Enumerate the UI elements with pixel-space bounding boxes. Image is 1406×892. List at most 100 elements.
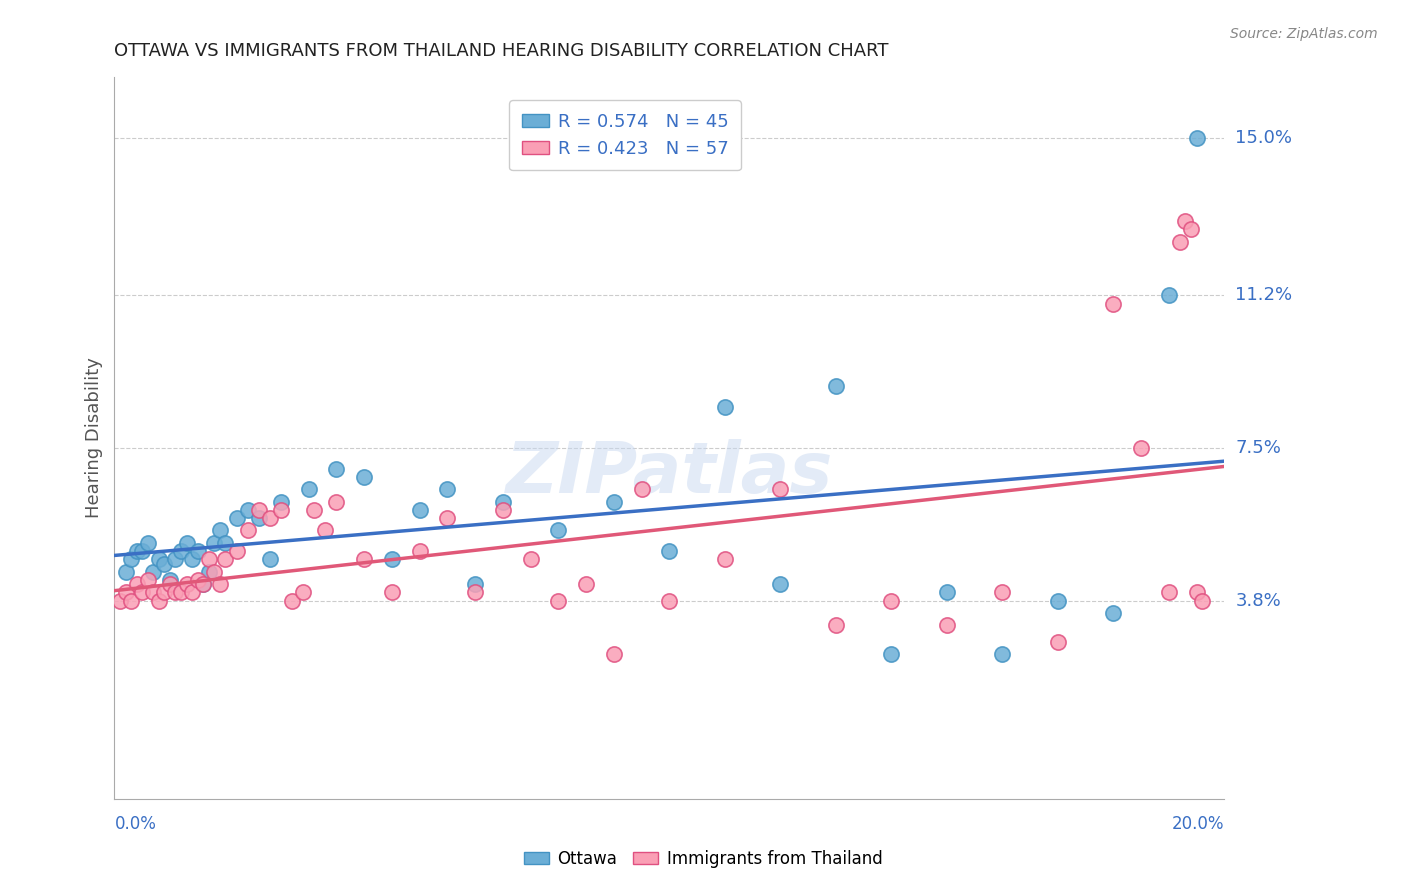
Ottawa [176,536,198,550]
Ottawa [136,536,159,550]
Immigrants from Thailand [208,577,231,591]
Ottawa [1046,593,1069,607]
Immigrants from Thailand [1168,235,1191,249]
Ottawa [170,544,193,558]
Ottawa [825,379,848,393]
Ottawa [236,503,259,517]
Immigrants from Thailand [630,482,652,496]
Ottawa [153,557,176,571]
Immigrants from Thailand [170,585,193,599]
Immigrants from Thailand [381,585,404,599]
Immigrants from Thailand [197,552,219,566]
Ottawa [353,470,375,484]
Text: 15.0%: 15.0% [1236,129,1292,147]
Immigrants from Thailand [292,585,315,599]
Ottawa [202,536,225,550]
Immigrants from Thailand [142,585,165,599]
Ottawa [880,647,903,661]
Ottawa [298,482,321,496]
Ottawa [259,552,281,566]
Ottawa [120,552,142,566]
Immigrants from Thailand [492,503,515,517]
Ottawa [1157,288,1180,302]
Ottawa [464,577,486,591]
Ottawa [492,494,515,508]
Immigrants from Thailand [1174,214,1197,228]
Ottawa [436,482,458,496]
Ottawa [603,494,626,508]
Immigrants from Thailand [214,552,236,566]
Legend: Ottawa, Immigrants from Thailand: Ottawa, Immigrants from Thailand [517,844,889,875]
Immigrants from Thailand [148,593,170,607]
Immigrants from Thailand [259,511,281,525]
Text: ZIPatlas: ZIPatlas [506,439,834,508]
Immigrants from Thailand [1191,593,1213,607]
Immigrants from Thailand [575,577,598,591]
Ottawa [214,536,236,550]
Immigrants from Thailand [1180,222,1202,236]
Immigrants from Thailand [131,585,153,599]
Immigrants from Thailand [314,524,336,538]
Ottawa [408,503,430,517]
Immigrants from Thailand [202,565,225,579]
Immigrants from Thailand [136,573,159,587]
Ottawa [125,544,148,558]
Immigrants from Thailand [108,593,131,607]
Immigrants from Thailand [464,585,486,599]
Immigrants from Thailand [193,577,215,591]
Ottawa [658,544,681,558]
Immigrants from Thailand [281,593,304,607]
Ottawa [197,565,219,579]
Ottawa [148,552,170,566]
Ottawa [1102,606,1125,620]
Immigrants from Thailand [436,511,458,525]
Immigrants from Thailand [225,544,247,558]
Immigrants from Thailand [176,577,198,591]
Immigrants from Thailand [120,593,142,607]
Ottawa [165,552,187,566]
Ottawa [325,461,347,475]
Immigrants from Thailand [302,503,325,517]
Ottawa [159,573,181,587]
Immigrants from Thailand [769,482,792,496]
Ottawa [208,524,231,538]
Immigrants from Thailand [880,593,903,607]
Immigrants from Thailand [547,593,569,607]
Ottawa [187,544,209,558]
Immigrants from Thailand [353,552,375,566]
Immigrants from Thailand [114,585,136,599]
Immigrants from Thailand [1046,635,1069,649]
Immigrants from Thailand [187,573,209,587]
Ottawa [114,565,136,579]
Immigrants from Thailand [1102,296,1125,310]
Text: 0.0%: 0.0% [114,815,156,833]
Ottawa [142,565,165,579]
Immigrants from Thailand [935,618,957,632]
Text: OTTAWA VS IMMIGRANTS FROM THAILAND HEARING DISABILITY CORRELATION CHART: OTTAWA VS IMMIGRANTS FROM THAILAND HEARI… [114,42,889,60]
Immigrants from Thailand [236,524,259,538]
Ottawa [935,585,957,599]
Ottawa [181,552,204,566]
Immigrants from Thailand [1157,585,1180,599]
Ottawa [714,400,737,414]
Text: 20.0%: 20.0% [1171,815,1225,833]
Immigrants from Thailand [714,552,737,566]
Ottawa [193,577,215,591]
Immigrants from Thailand [247,503,270,517]
Immigrants from Thailand [325,494,347,508]
Text: 3.8%: 3.8% [1236,591,1281,609]
Ottawa [991,647,1014,661]
Text: 7.5%: 7.5% [1236,439,1281,457]
Immigrants from Thailand [519,552,541,566]
Ottawa [270,494,292,508]
Ottawa [547,524,569,538]
Immigrants from Thailand [658,593,681,607]
Text: 11.2%: 11.2% [1236,286,1292,304]
Ottawa [131,544,153,558]
Immigrants from Thailand [603,647,626,661]
Ottawa [769,577,792,591]
Legend: R = 0.574   N = 45, R = 0.423   N = 57: R = 0.574 N = 45, R = 0.423 N = 57 [509,100,741,170]
Immigrants from Thailand [270,503,292,517]
Ottawa [225,511,247,525]
Immigrants from Thailand [408,544,430,558]
